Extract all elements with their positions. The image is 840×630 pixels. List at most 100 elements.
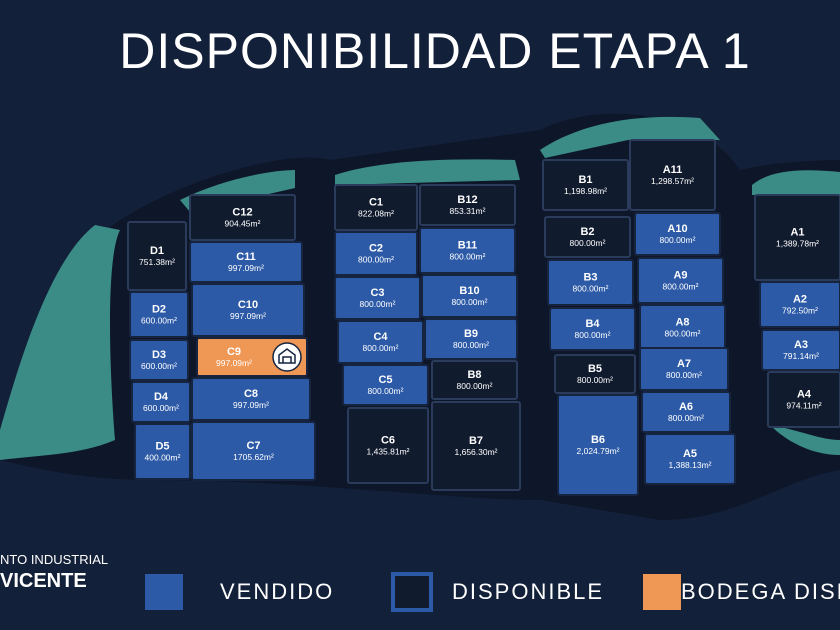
lot: [342, 364, 429, 406]
lot-label: C9: [227, 346, 241, 358]
green-area: [0, 225, 120, 460]
lot-label: D2: [152, 304, 166, 316]
lot-area: 800.00m²: [363, 343, 399, 353]
lot-area: 800.00m²: [453, 340, 489, 350]
lot-label: B9: [464, 328, 478, 340]
green-area: [335, 159, 520, 185]
lot-area: 997.09m²: [216, 358, 252, 368]
lot: [554, 354, 636, 394]
lot: [129, 291, 189, 338]
lot-area: 974.11m²: [786, 401, 821, 411]
lot: [334, 184, 418, 231]
lot-area: 1,656.30m²: [455, 447, 498, 457]
lot-area: 400.00m²: [145, 453, 181, 463]
lot: [337, 320, 424, 364]
lot-area: 800.00m²: [457, 381, 493, 391]
warehouse-icon: [278, 348, 296, 364]
lot: [419, 227, 516, 274]
lot: [637, 257, 724, 304]
lot-area: 822.08m²: [358, 209, 394, 219]
lot-area: 791.14m²: [783, 351, 819, 361]
lot: [639, 347, 729, 391]
lot-label: D4: [154, 391, 169, 403]
lot-area: 800.00m²: [660, 235, 696, 245]
green-area: [752, 170, 840, 195]
legend-label: DISPONIBLE: [452, 579, 604, 604]
lot-label: A6: [679, 401, 693, 413]
lot: [191, 421, 316, 481]
legend-swatch: [643, 574, 681, 610]
lot-label: A11: [663, 164, 683, 176]
lot: [431, 401, 521, 491]
lot-label: C11: [236, 251, 256, 263]
lot-label: B5: [588, 363, 602, 375]
lot-area: 800.00m²: [368, 386, 404, 396]
lot: [191, 377, 311, 421]
lot: [191, 283, 305, 337]
green-area: [540, 116, 720, 158]
logo-line: VICENTE: [0, 570, 87, 592]
lot-area: 800.00m²: [360, 299, 396, 309]
lot: [334, 231, 418, 276]
logo-line: NTO INDUSTRIAL: [0, 552, 108, 567]
lot-label: C8: [244, 388, 258, 400]
lot-label: C12: [232, 207, 252, 219]
lot-label: B8: [467, 369, 481, 381]
lot-area: 1,388.13m²: [669, 460, 712, 470]
lot-area: 800.00m²: [666, 370, 702, 380]
lot-area: 997.09m²: [228, 263, 264, 273]
legend-label: VENDIDO: [220, 579, 334, 604]
lot-label: B10: [459, 285, 479, 297]
lot: [754, 194, 840, 281]
lot-label: A9: [673, 270, 687, 282]
lot-label: C4: [373, 331, 388, 343]
legend-swatch: [391, 572, 433, 612]
lot: [129, 339, 189, 381]
lot-label: A5: [683, 448, 697, 460]
lot: [431, 360, 518, 400]
lot-area: 600.00m²: [141, 361, 177, 371]
lot: [189, 194, 296, 241]
lot-area: 1,298.57m²: [651, 176, 694, 186]
lot-area: 800.00m²: [452, 297, 488, 307]
lot: [419, 184, 516, 226]
lot-area: 800.00m²: [575, 330, 611, 340]
lot-area: 792.50m²: [782, 306, 818, 316]
lot-area: 800.00m²: [570, 238, 606, 248]
lot-label: B2: [580, 226, 594, 238]
lot: [544, 216, 631, 258]
lot-label: A7: [677, 358, 691, 370]
lot-label: D5: [155, 441, 169, 453]
lot-area: 600.00m²: [141, 316, 177, 326]
green-area: [770, 425, 840, 455]
legend-label: BODEGA DISPONIBLE: [681, 579, 840, 604]
lot-label: C5: [378, 374, 392, 386]
lot: [131, 381, 191, 423]
lot-area: 904.45m²: [225, 219, 261, 229]
lot-area: 800.00m²: [663, 282, 699, 292]
lot-area: 1,435.81m²: [367, 447, 410, 457]
lot: [767, 371, 840, 428]
lot-label: A2: [793, 294, 807, 306]
lots: C12904.45m²C11997.09m²D1751.38m²D2600.00…: [127, 139, 840, 496]
lot: [761, 329, 840, 371]
lot: [641, 391, 731, 433]
lot-area: 800.00m²: [450, 252, 486, 262]
lot-area: 1705.62m²: [233, 452, 274, 462]
lot-area: 997.09m²: [230, 311, 266, 321]
lot-label: B4: [585, 318, 600, 330]
lot-label: D3: [152, 349, 166, 361]
lot-label: C3: [370, 287, 384, 299]
lot-area: 800.00m²: [577, 375, 613, 385]
lot-area: 600.00m²: [143, 403, 179, 413]
lot-label: B1: [578, 174, 592, 186]
lot-label: C2: [369, 243, 383, 255]
lot-area: 800.00m²: [358, 255, 394, 265]
lot-label: C6: [381, 435, 395, 447]
lot: [347, 407, 429, 484]
title: DISPONIBILIDAD ETAPA 1: [119, 23, 750, 79]
lot-area: 1,389.78m²: [776, 239, 819, 249]
lot: [629, 139, 716, 211]
